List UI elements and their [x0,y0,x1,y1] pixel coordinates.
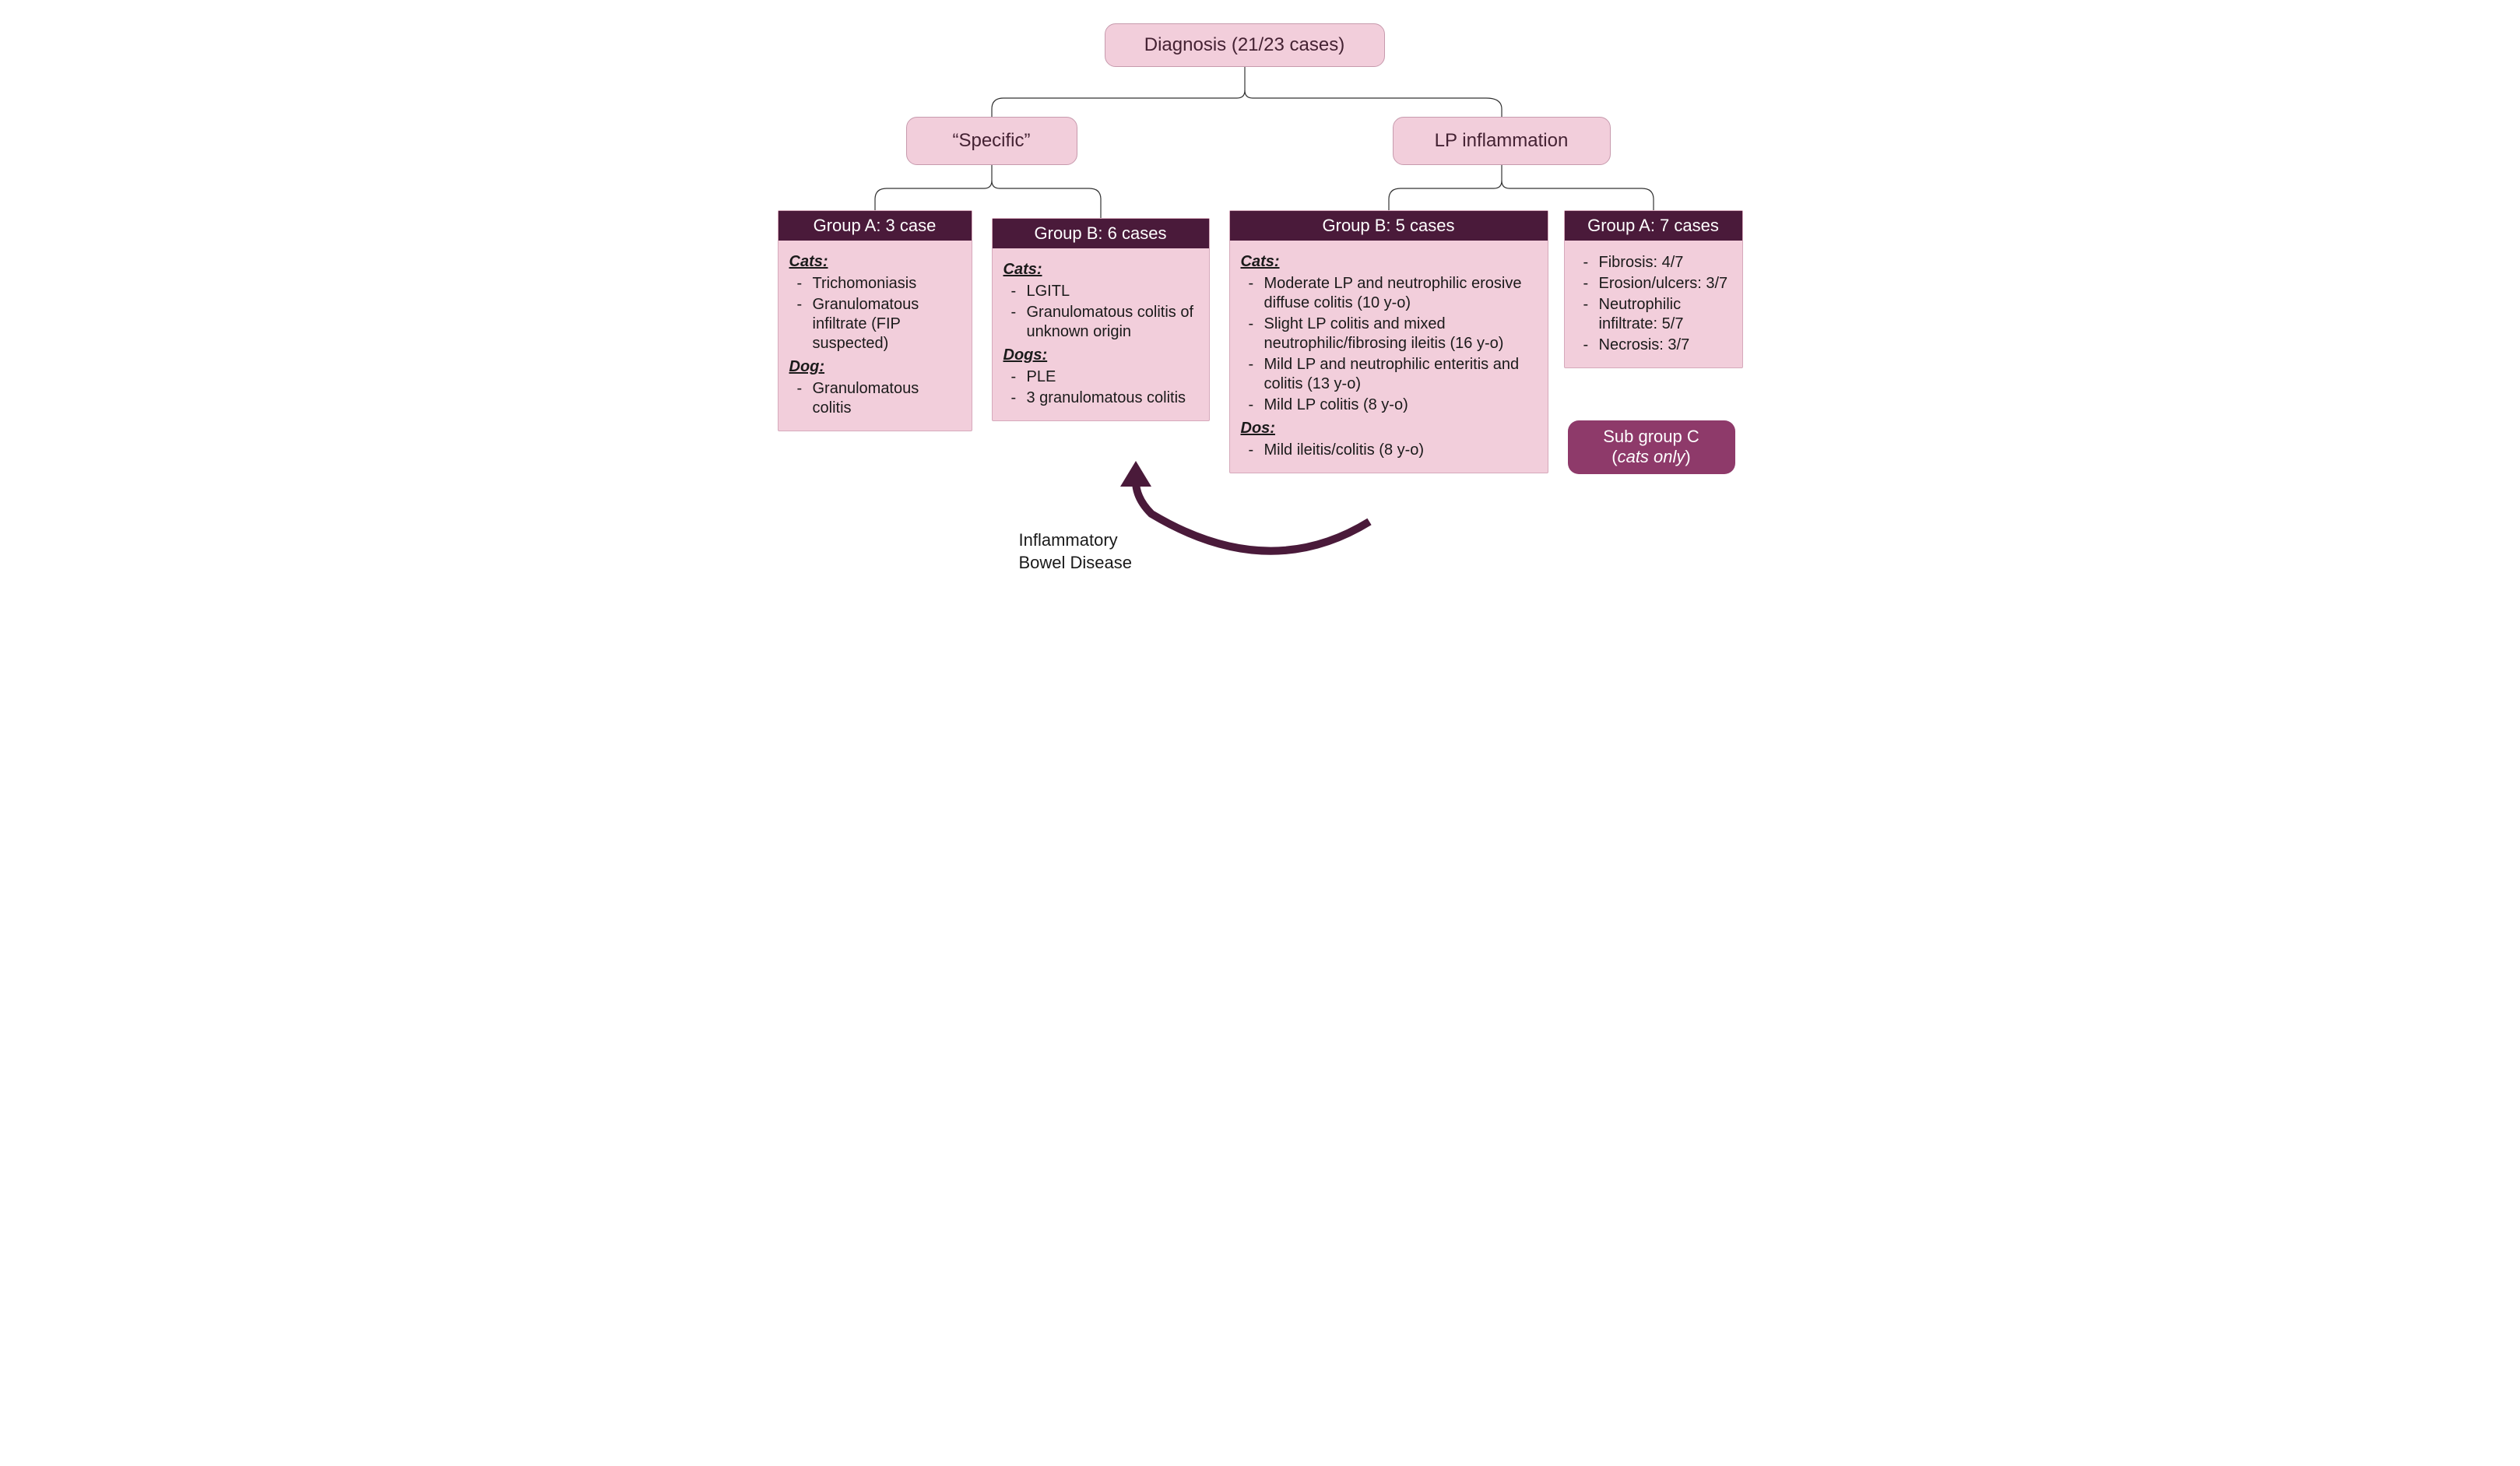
group-b-specific-header: Group B: 6 cases [993,219,1209,248]
group-a-specific-header: Group A: 3 case [778,211,972,241]
group-a-specific-body: Cats: Trichomoniasis Granulomatous infil… [778,241,972,431]
list-item: PLE [1007,367,1198,387]
list-item: Granulomatous colitis of unknown origin [1007,303,1198,342]
annotation-line2: Bowel Disease [1019,552,1133,575]
list-item: Fibrosis: 4/7 [1579,253,1731,272]
list-item: Granulomatous colitis [793,379,961,418]
section-heading: Cats: [789,253,961,271]
section-heading: Cats: [1003,261,1198,279]
diagram-canvas: Diagnosis (21/23 cases) “Specific” LP in… [770,16,1751,607]
list-item: Slight LP colitis and mixed neutrophilic… [1244,315,1537,353]
section-heading: Cats: [1241,253,1537,271]
group-a-lp-header: Group A: 7 cases [1565,211,1742,241]
group-b-specific-box: Group B: 6 cases Cats: LGITL Granulomato… [992,218,1210,421]
root-label: Diagnosis (21/23 cases) [1144,34,1344,56]
ibd-annotation: Inflammatory Bowel Disease [1019,529,1133,574]
group-b-lp-header: Group B: 5 cases [1230,211,1548,241]
list-item: Erosion/ulcers: 3/7 [1579,274,1731,294]
root-node: Diagnosis (21/23 cases) [1105,23,1385,67]
list-item: Moderate LP and neutrophilic erosive dif… [1244,274,1537,313]
group-a-lp-box: Group A: 7 cases Fibrosis: 4/7 Erosion/u… [1564,210,1743,368]
section-heading: Dog: [789,358,961,376]
list-item: Trichomoniasis [793,274,961,294]
list-item: 3 granulomatous colitis [1007,388,1198,408]
specific-label: “Specific” [952,130,1030,152]
subgroup-line1: Sub group C [1577,427,1726,447]
section-heading: Dogs: [1003,346,1198,364]
list-item: Mild ileitis/colitis (8 y-o) [1244,441,1537,460]
list-item: Neutrophilic infiltrate: 5/7 [1579,295,1731,334]
group-a-lp-body: Fibrosis: 4/7 Erosion/ulcers: 3/7 Neutro… [1565,241,1742,367]
lp-label: LP inflammation [1435,130,1569,152]
list-item: Mild LP colitis (8 y-o) [1244,396,1537,415]
paren-open: ( [1611,447,1617,466]
subgroup-italic: cats only [1618,447,1685,466]
subgroup-c-node: Sub group C (cats only) [1568,420,1735,474]
group-b-lp-body: Cats: Moderate LP and neutrophilic erosi… [1230,241,1548,473]
list-item: Granulomatous infiltrate (FIP suspected) [793,295,961,353]
group-b-specific-body: Cats: LGITL Granulomatous colitis of unk… [993,248,1209,420]
group-a-specific-box: Group A: 3 case Cats: Trichomoniasis Gra… [778,210,972,431]
section-heading: Dos: [1241,420,1537,438]
list-item: Mild LP and neutrophilic enteritis and c… [1244,355,1537,394]
paren-close: ) [1685,447,1690,466]
specific-node: “Specific” [906,117,1077,165]
lp-node: LP inflammation [1393,117,1611,165]
annotation-line1: Inflammatory [1019,529,1133,552]
subgroup-line2: (cats only) [1577,447,1726,467]
list-item: LGITL [1007,282,1198,301]
group-b-lp-box: Group B: 5 cases Cats: Moderate LP and n… [1229,210,1548,473]
list-item: Necrosis: 3/7 [1579,336,1731,355]
